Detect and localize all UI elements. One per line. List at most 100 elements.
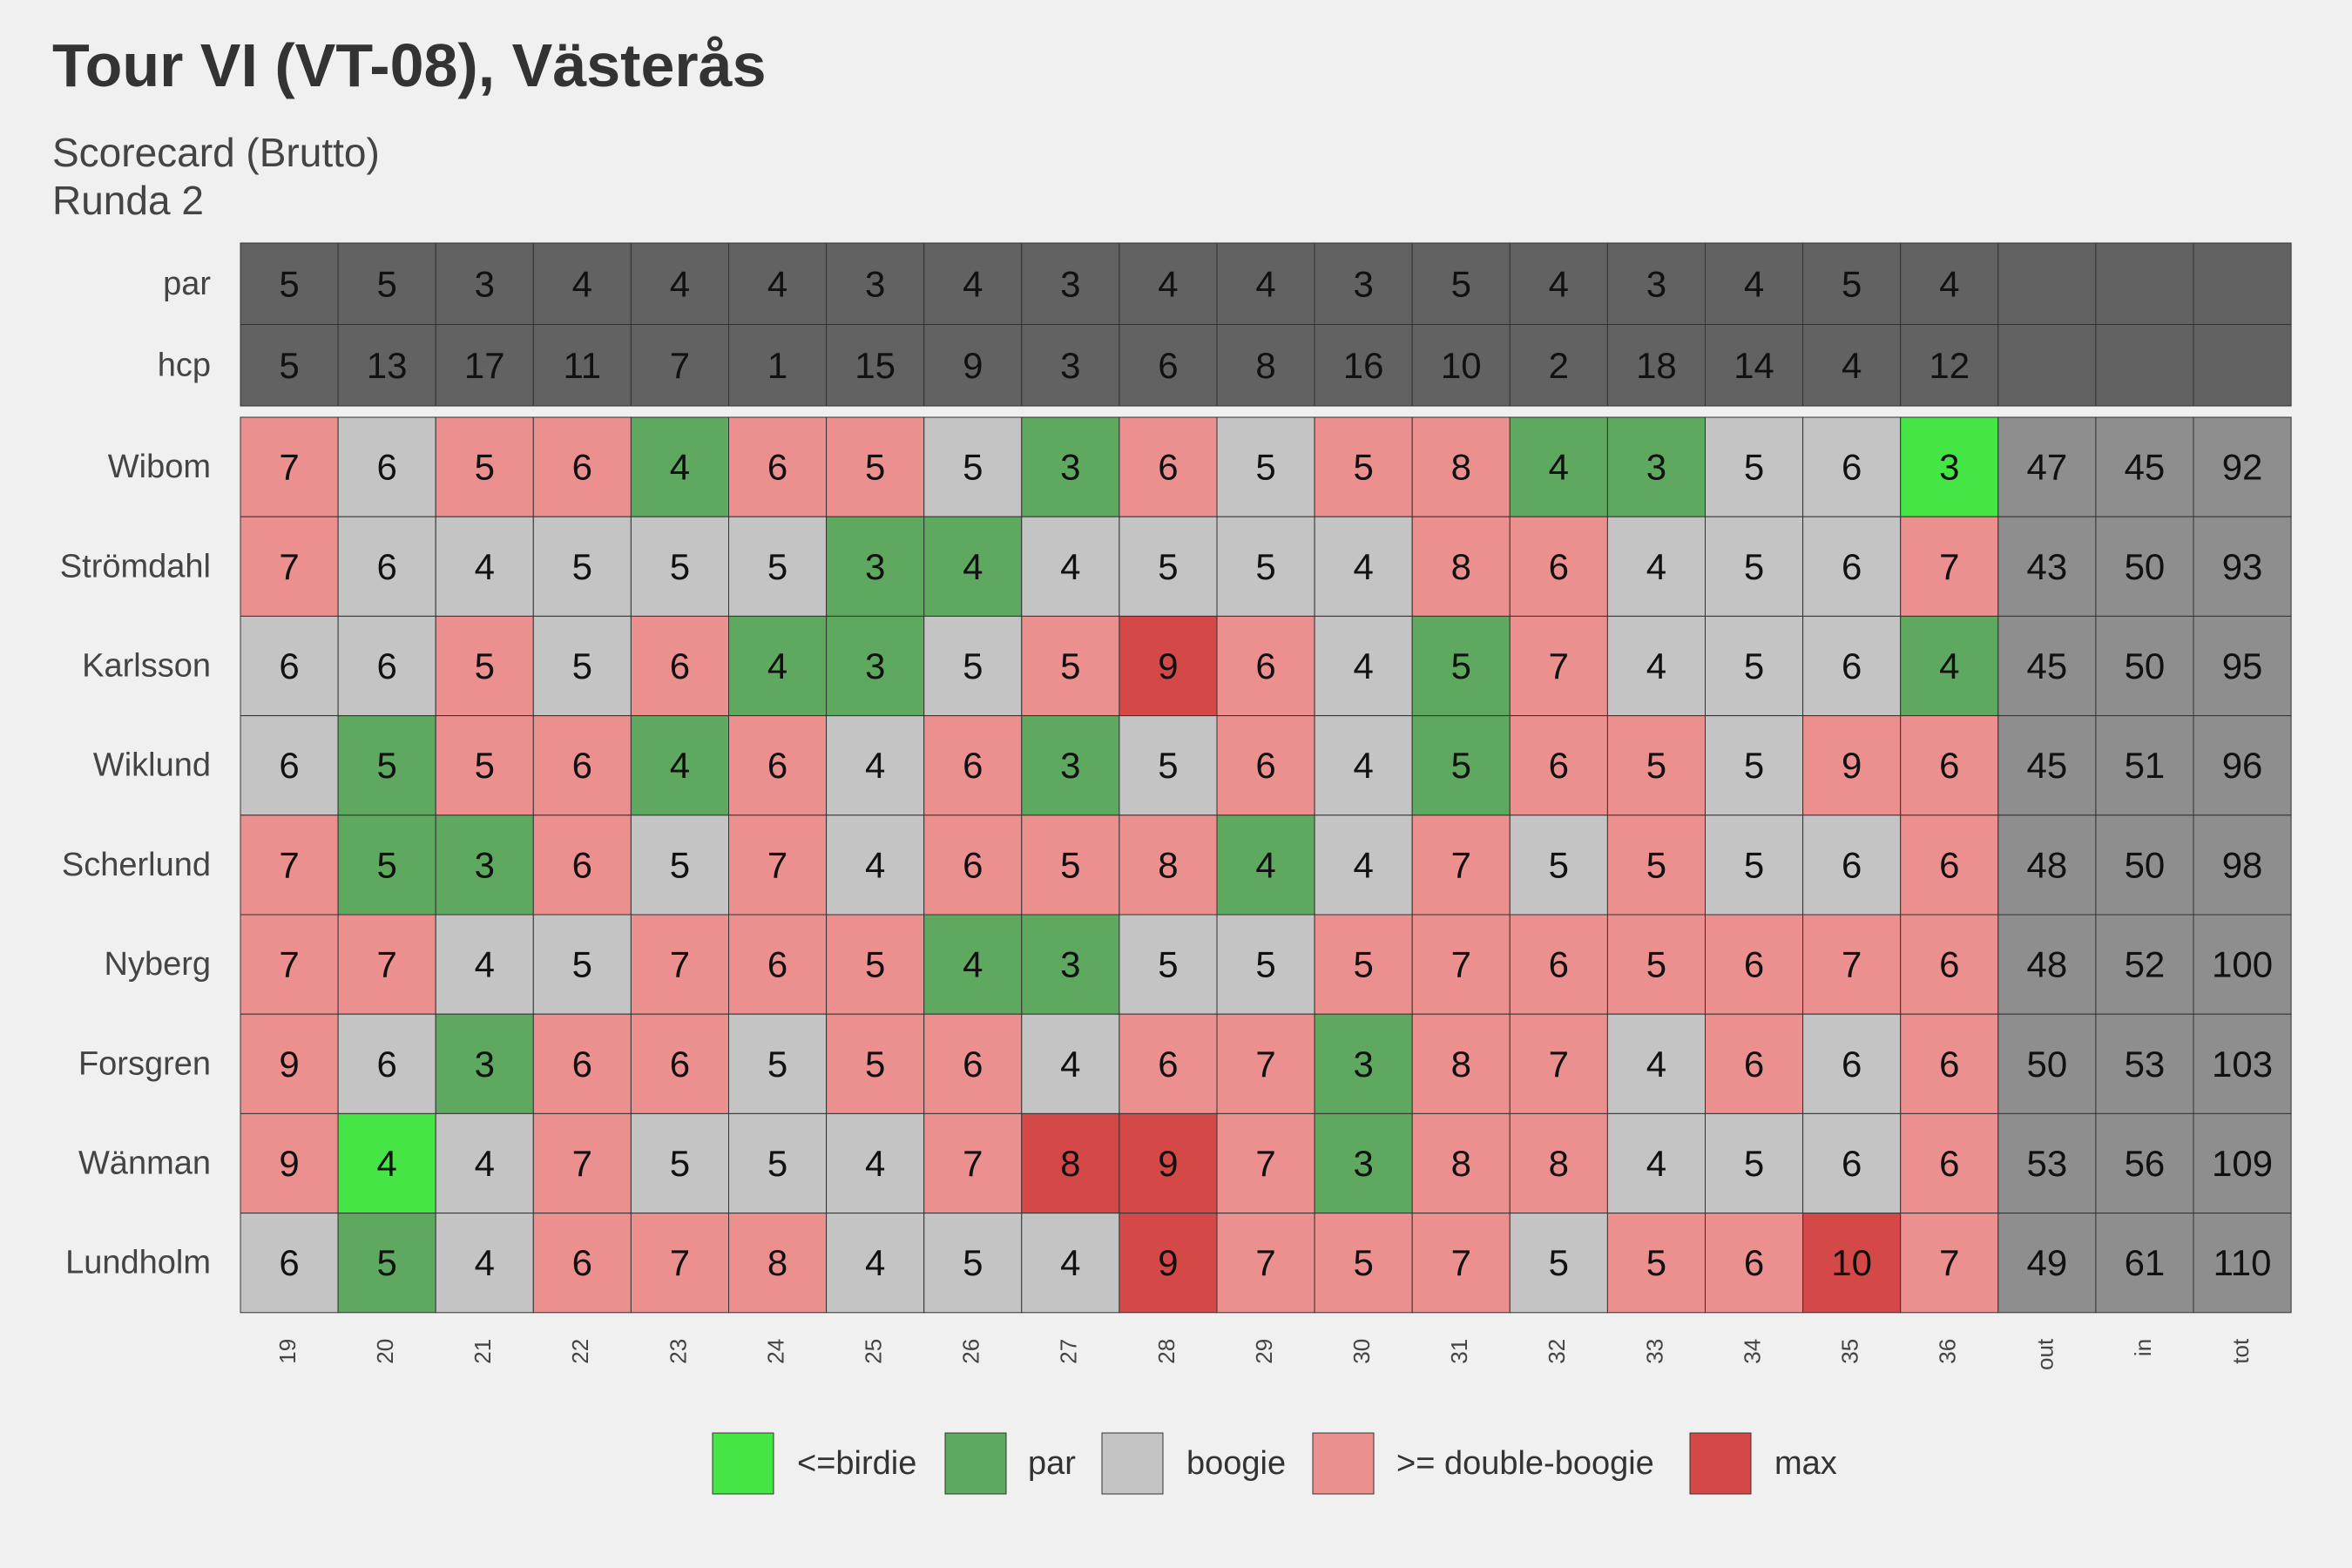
score-value: 3 xyxy=(475,1044,495,1085)
score-cell xyxy=(337,715,436,816)
score-value: 5 xyxy=(1549,844,1569,885)
summary-cell xyxy=(2193,715,2292,816)
score-value: 4 xyxy=(963,944,983,985)
score-cell xyxy=(1802,615,1902,717)
par-value: 5 xyxy=(279,263,299,304)
score-value: 6 xyxy=(670,645,690,686)
score-cell xyxy=(1705,615,1804,717)
par-value: 4 xyxy=(1255,263,1275,304)
out-total: 45 xyxy=(2026,645,2067,686)
score-cell xyxy=(435,615,534,717)
score-cell xyxy=(1314,715,1413,816)
legend-label-bogey: boogie xyxy=(1186,1445,1286,1482)
score-value: 7 xyxy=(670,944,690,985)
score-value: 5 xyxy=(1744,745,1764,786)
score-cell xyxy=(1509,516,1608,617)
legend-swatch-par xyxy=(944,1432,1007,1495)
score-value: 4 xyxy=(1646,1143,1666,1184)
score-value: 6 xyxy=(1939,1044,1959,1085)
header-cell xyxy=(2095,324,2194,407)
score-cell xyxy=(728,615,828,717)
score-value: 6 xyxy=(1158,447,1178,488)
score-value: 6 xyxy=(767,447,787,488)
x-tick-label: 19 xyxy=(274,1339,301,1364)
score-cell xyxy=(923,715,1023,816)
score-cell xyxy=(1900,615,1999,717)
x-tick-label: 30 xyxy=(1348,1339,1375,1364)
par-value: 3 xyxy=(1646,263,1666,304)
score-cell xyxy=(630,814,730,916)
score-cell xyxy=(337,416,436,517)
out-total: 50 xyxy=(2026,1044,2067,1085)
score-cell xyxy=(1021,1013,1120,1114)
hcp-row-label: hcp xyxy=(158,347,211,383)
score-value: 6 xyxy=(279,1242,299,1283)
in-total: 50 xyxy=(2125,645,2166,686)
score-value: 4 xyxy=(865,844,885,885)
summary-cell xyxy=(2095,914,2194,1015)
score-cell xyxy=(1314,814,1413,916)
score-cell xyxy=(630,914,730,1015)
score-cell xyxy=(240,615,339,717)
score-value: 6 xyxy=(572,447,592,488)
score-cell xyxy=(1705,914,1804,1015)
score-value: 5 xyxy=(1060,844,1080,885)
hcp-value: 5 xyxy=(279,345,299,386)
score-cell xyxy=(1606,615,1707,717)
score-value: 4 xyxy=(1353,844,1373,885)
score-cell xyxy=(1119,615,1218,717)
hcp-value: 10 xyxy=(1441,345,1482,386)
score-value: 7 xyxy=(1451,844,1471,885)
score-cell xyxy=(1509,1013,1608,1114)
summary-cell xyxy=(1997,814,2097,916)
score-cell xyxy=(1802,416,1902,517)
score-cell xyxy=(1411,1112,1511,1214)
x-tick-label: 26 xyxy=(958,1339,984,1364)
hcp-value: 17 xyxy=(464,345,505,386)
header-cell xyxy=(1119,242,1218,325)
header-cell xyxy=(1314,324,1413,407)
score-cell xyxy=(1509,615,1608,717)
score-cell xyxy=(826,914,925,1015)
score-cell xyxy=(826,1213,925,1314)
score-cell xyxy=(1021,814,1120,916)
score-value: 5 xyxy=(865,447,885,488)
score-value: 3 xyxy=(865,546,885,587)
score-value: 7 xyxy=(1255,1143,1275,1184)
score-value: 8 xyxy=(1451,447,1471,488)
score-value: 6 xyxy=(1549,546,1569,587)
score-value: 6 xyxy=(767,745,787,786)
score-value: 6 xyxy=(1744,944,1764,985)
score-cell xyxy=(1314,914,1413,1015)
score-cell xyxy=(826,715,925,816)
score-value: 5 xyxy=(376,1242,396,1283)
score-value: 6 xyxy=(1549,944,1569,985)
score-cell xyxy=(630,1112,730,1214)
header-cell xyxy=(1900,324,1999,407)
header-cell xyxy=(1606,324,1707,407)
in-total: 50 xyxy=(2125,844,2166,885)
score-value: 5 xyxy=(767,1143,787,1184)
score-value: 7 xyxy=(1255,1044,1275,1085)
score-value: 4 xyxy=(1353,645,1373,686)
score-cell xyxy=(1509,416,1608,517)
score-value: 5 xyxy=(1255,546,1275,587)
score-value: 4 xyxy=(670,745,690,786)
header-cell xyxy=(728,324,828,407)
grand-total: 103 xyxy=(2212,1044,2273,1085)
summary-cell xyxy=(2095,814,2194,916)
x-tick-label: 35 xyxy=(1837,1339,1863,1364)
grand-total: 100 xyxy=(2212,944,2273,985)
grand-total: 92 xyxy=(2222,447,2263,488)
score-value: 7 xyxy=(279,447,299,488)
legend-swatch-double xyxy=(1312,1432,1375,1495)
score-value: 3 xyxy=(1646,447,1666,488)
score-cell xyxy=(1705,516,1804,617)
score-cell xyxy=(1216,715,1315,816)
score-cell xyxy=(1509,715,1608,816)
score-value: 6 xyxy=(963,1044,983,1085)
score-cell xyxy=(728,516,828,617)
score-cell xyxy=(1900,814,1999,916)
score-value: 6 xyxy=(767,944,787,985)
score-cell xyxy=(1119,814,1218,916)
